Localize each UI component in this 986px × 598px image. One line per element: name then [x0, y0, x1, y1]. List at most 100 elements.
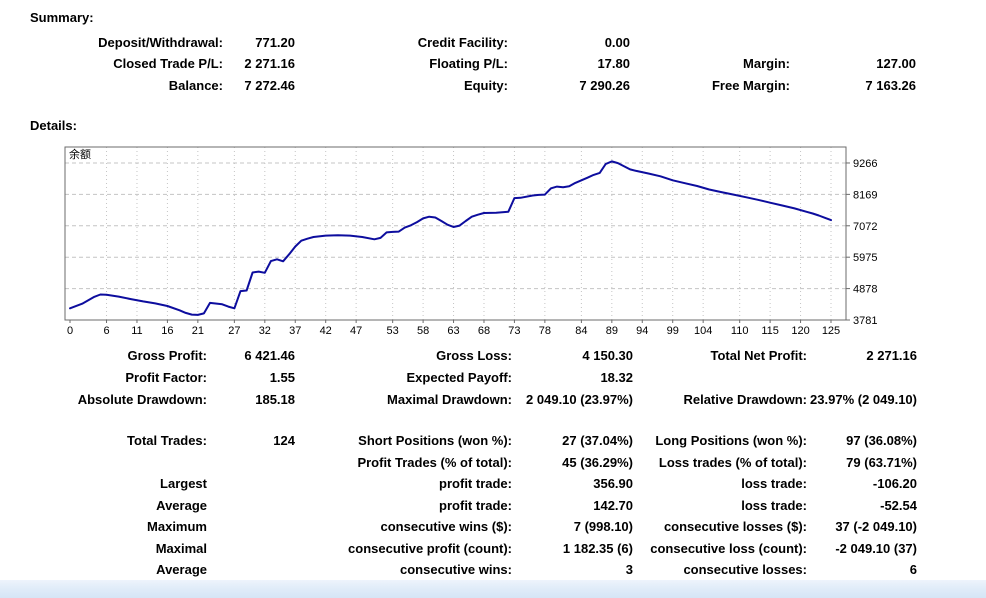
stat-label: Total Net Profit:: [710, 348, 807, 363]
stat-label: Average: [156, 562, 207, 577]
stat-value: 2 271.16: [866, 348, 917, 363]
y-axis-tick-label: 7072: [853, 221, 877, 233]
stats-row: Maximal consecutive profit (count): 1 182.…: [0, 538, 917, 560]
x-axis-tick-label: 6: [103, 325, 109, 337]
x-axis-tick-label: 110: [731, 325, 749, 337]
stat-label: Credit Facility:: [417, 35, 508, 50]
stat-label: Closed Trade P/L:: [113, 56, 223, 72]
x-axis-tick-label: 84: [575, 325, 587, 337]
stat-label: profit trade:: [439, 497, 512, 513]
stat-label: consecutive loss (count):: [650, 540, 807, 556]
x-axis-tick-label: 89: [606, 325, 618, 337]
x-axis-tick-label: 53: [387, 325, 399, 337]
stat-label: Equity:: [463, 77, 508, 93]
stat-empty: [790, 32, 916, 53]
chart-title: 余额: [69, 147, 91, 161]
stats-row: Total Trades: 124 Short Positions (won %):…: [0, 430, 917, 452]
balance-line: [69, 160, 832, 316]
trade-stats-table: Total Trades: 124 Short Positions (won %):…: [0, 430, 917, 581]
stat-label: Absolute Drawdown:: [77, 392, 207, 407]
stat-value: 2 049.10 (23.97%): [526, 392, 633, 407]
stat-label: consecutive wins ($):: [380, 519, 512, 534]
stat-value: 142.70: [593, 497, 633, 513]
stat-value: -52.54: [880, 497, 917, 513]
stat-value: 6 421.46: [244, 348, 295, 363]
stat-value: 79 (63.71%): [846, 454, 917, 470]
stat-value: 124: [273, 433, 295, 448]
x-axis-tick-label: 73: [508, 325, 520, 337]
stats-row: Average consecutive wins: 3 consecutive los…: [0, 559, 917, 581]
stat-value: 6: [909, 562, 917, 577]
x-axis-tick-label: 63: [447, 325, 459, 337]
stat-label: consecutive profit (count):: [348, 540, 512, 556]
stat-value: 1 182.35 (6): [562, 540, 633, 556]
stat-label: Floating P/L:: [429, 56, 508, 72]
stats-row: Deposit/Withdrawal: 771.20 Credit Facility…: [0, 32, 916, 53]
stat-label: profit trade:: [439, 476, 512, 491]
stat-empty: [0, 452, 207, 474]
stat-label: Maximal Drawdown:: [387, 392, 512, 407]
x-axis-tick-label: 115: [761, 325, 779, 337]
balance-chart-svg: 0 6 11 16 21 27 32 37 42 47 53 58 63 68 73 78 84 89 94 99 10…: [64, 146, 877, 337]
stats-row: Profit Trades (% of total): 45 (36.29%) Lo…: [0, 452, 917, 474]
stat-value: 127.00: [876, 56, 916, 72]
x-axis-tick-label: 21: [192, 325, 204, 337]
stat-empty: [207, 473, 295, 495]
stat-value: 97 (36.08%): [846, 433, 917, 448]
next-section-header-bar: [0, 580, 986, 598]
stat-label: consecutive wins:: [400, 562, 512, 577]
stat-empty: [207, 559, 295, 581]
y-axis-tick-label: 4878: [853, 284, 877, 296]
stat-value: 185.18: [255, 392, 295, 407]
stat-label: consecutive losses ($):: [663, 519, 807, 534]
stat-empty: [633, 367, 807, 389]
stat-label: Expected Payoff:: [406, 370, 512, 385]
stat-value: 0.00: [604, 35, 630, 50]
stat-empty: [630, 32, 790, 53]
stat-value: 771.20: [255, 35, 295, 50]
stat-label: Maximum: [147, 519, 207, 534]
stats-row: Maximum consecutive wins ($): 7 (998.10) co…: [0, 516, 917, 538]
stats-row: Largest profit trade: 356.90 loss trade: -10…: [0, 473, 917, 495]
stat-value: 356.90: [593, 476, 633, 491]
stat-value: -2 049.10 (37): [835, 540, 917, 556]
stat-label: Relative Drawdown:: [683, 392, 807, 407]
stat-label: Loss trades (% of total):: [658, 454, 807, 470]
y-axis-tick-label: 5975: [853, 252, 877, 264]
stat-label: Total Trades:: [127, 433, 207, 448]
stat-label: Gross Profit:: [127, 348, 207, 363]
stat-value: 37 (-2 049.10): [835, 519, 917, 534]
stat-value: 23.97% (2 049.10): [810, 392, 917, 407]
x-axis-tick-label: 37: [289, 325, 301, 337]
x-axis-tick-label: 47: [350, 325, 362, 337]
stat-value: 18.32: [600, 370, 633, 385]
stat-empty: [207, 495, 295, 517]
x-axis-tick-label: 68: [478, 325, 490, 337]
stat-label: Average: [156, 497, 207, 513]
stat-label: Balance:: [168, 77, 223, 93]
profit-stats-table: Gross Profit: 6 421.46 Gross Loss: 4 150.30…: [0, 345, 917, 411]
stat-value: 2 271.16: [244, 56, 295, 72]
stat-label: Deposit/Withdrawal:: [98, 35, 223, 50]
summary-table: Deposit/Withdrawal: 771.20 Credit Facility…: [0, 32, 916, 96]
stat-label: Short Positions (won %):: [358, 433, 512, 448]
details-section-title: Details:: [30, 118, 77, 133]
stat-empty: [207, 516, 295, 538]
x-axis-tick-label: 27: [228, 325, 240, 337]
stat-label: consecutive losses:: [683, 562, 807, 577]
x-axis-tick-label: 94: [636, 325, 648, 337]
balance-chart: 0 6 11 16 21 27 32 37 42 47 53 58 63 68 73 78 84 89 94 99 10…: [0, 138, 986, 348]
stat-label: Profit Trades (% of total):: [357, 454, 512, 470]
stat-label: Margin:: [743, 56, 790, 72]
stat-value: 7 (998.10): [573, 519, 633, 534]
stat-label: loss trade:: [741, 476, 807, 491]
stats-row: Profit Factor: 1.55 Expected Payoff: 18.32: [0, 367, 917, 389]
stat-value: -106.20: [872, 476, 917, 491]
stat-label: Free Margin:: [711, 77, 790, 93]
stat-empty: [207, 452, 295, 474]
stat-value: 7 272.46: [244, 77, 295, 93]
stat-empty: [807, 367, 917, 389]
x-axis-tick-label: 99: [667, 325, 679, 337]
x-axis-tick-label: 11: [131, 325, 142, 337]
summary-section-title: Summary:: [30, 10, 94, 25]
